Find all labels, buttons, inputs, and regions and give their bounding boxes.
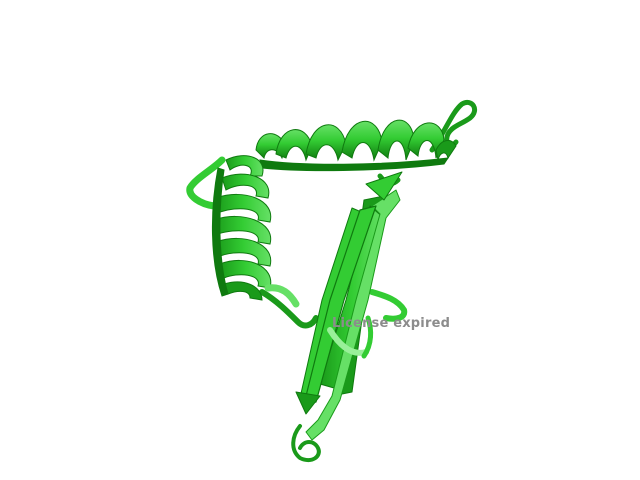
coil-mid-connector	[259, 289, 319, 329]
coil-right-tab	[369, 289, 408, 322]
beta-strand-front	[303, 205, 377, 405]
beta-strand-top-arrowhead	[365, 171, 403, 201]
beta-strand-arrowhead	[295, 391, 321, 415]
coil-lower-loop	[291, 424, 321, 463]
beta-sheet	[295, 171, 403, 441]
front-coils	[264, 284, 374, 359]
coil-sheet-base	[327, 327, 369, 356]
coil-sheet-right	[361, 315, 374, 359]
alpha-helix-top	[255, 119, 457, 172]
coil-left-front	[264, 284, 300, 308]
coil-left-connector	[186, 156, 226, 210]
beta-strand-3	[305, 189, 401, 441]
alpha-helix-left	[211, 155, 272, 301]
